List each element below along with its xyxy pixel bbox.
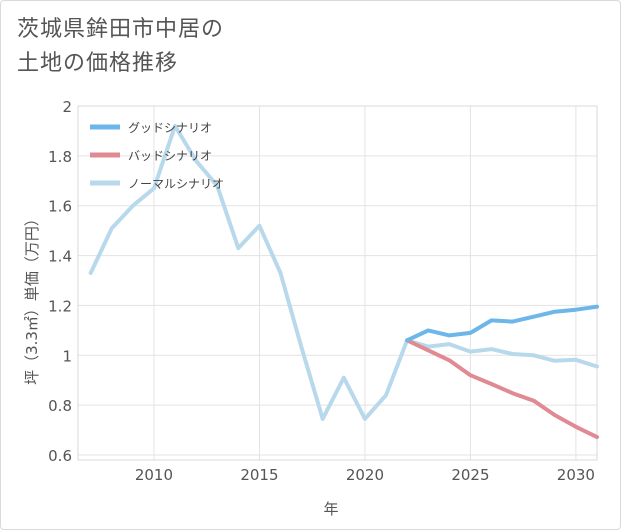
y-tick-label: 0.6 — [48, 447, 72, 465]
y-tick-label: 1.6 — [48, 198, 72, 216]
legend-label-2: ノーマルシナリオ — [128, 177, 224, 191]
tick-labels: 0.6 0.8 1 1.2 1.4 1.6 1.8 2 2010 2015 2020 2025 2030 — [48, 98, 595, 484]
title-line-1: 茨城県鉾田市中居の — [17, 17, 225, 42]
series-line-0 — [405, 304, 599, 343]
x-axis-label: 年 — [323, 500, 338, 518]
y-axis-label: 坪（3.3㎡）単価（万円） — [23, 211, 41, 385]
series-lines — [88, 123, 599, 440]
x-tick-label: 2020 — [346, 466, 384, 484]
x-tick-label: 2010 — [135, 466, 173, 484]
x-tick-label: 2015 — [240, 466, 278, 484]
legend-label-1: バッドシナリオ — [128, 149, 212, 163]
y-tick-label: 2 — [62, 98, 72, 116]
y-tick-label: 0.8 — [48, 397, 72, 415]
x-tick-label: 2030 — [557, 466, 595, 484]
y-tick-label: 1.8 — [48, 148, 72, 166]
y-tick-label: 1 — [62, 347, 72, 365]
legend-label-0: グッドシナリオ — [128, 121, 212, 135]
x-tick-label: 2025 — [451, 466, 489, 484]
series-line-1 — [405, 338, 599, 440]
title-line-2: 土地の価格推移 — [17, 51, 179, 76]
y-tick-label: 1.2 — [48, 297, 72, 315]
chart-title: 茨城県鉾田市中居の 土地の価格推移 — [17, 13, 224, 81]
plot-frame — [77, 105, 598, 461]
y-tick-label: 1.4 — [48, 248, 72, 266]
series-line-2 — [88, 123, 599, 421]
